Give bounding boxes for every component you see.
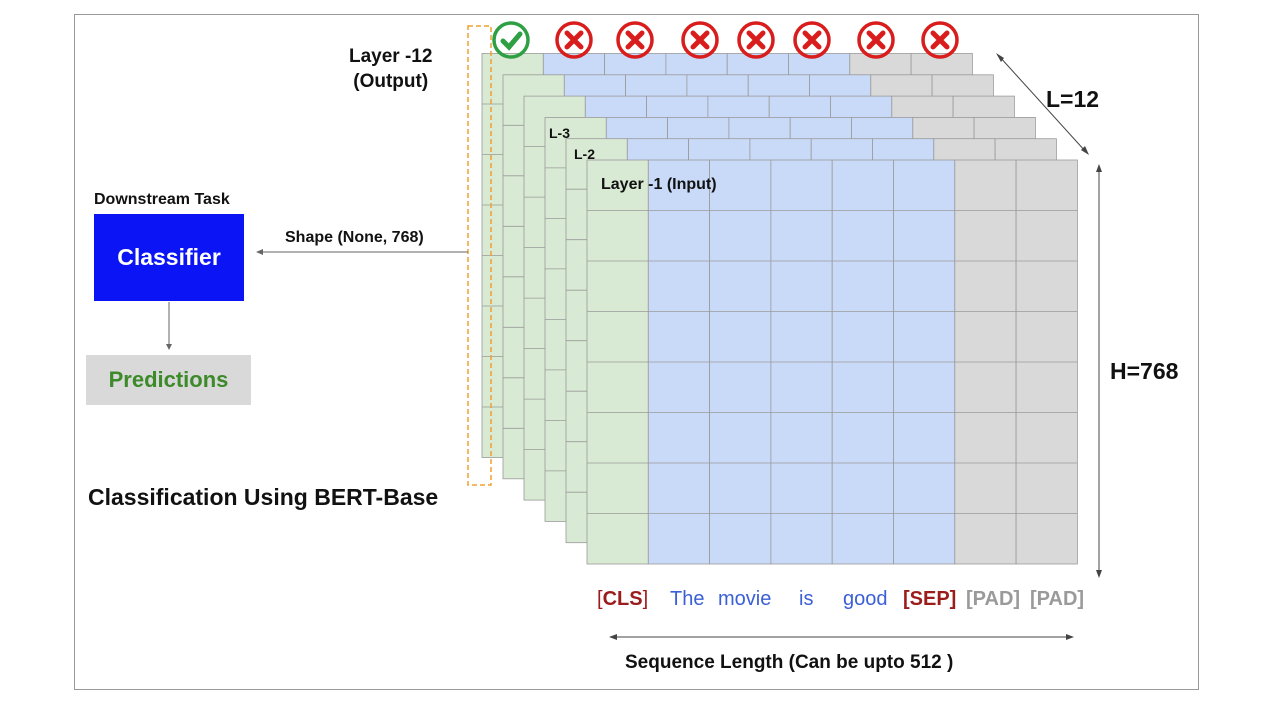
layer-input	[586, 159, 1078, 565]
token-cls-text: CLS	[602, 588, 643, 610]
token-word: movie	[718, 588, 772, 610]
classifier-arrow-head	[166, 344, 172, 350]
shape-arrow-head	[256, 249, 263, 255]
output-layer-label: Layer -12 (Output)	[349, 46, 433, 92]
predictions-box: Predictions	[86, 355, 251, 405]
sequence-length-label: Sequence Length (Can be upto 512 )	[625, 652, 954, 673]
downstream-task-label: Downstream Task	[94, 191, 230, 208]
token-word: The	[670, 588, 705, 610]
cls-highlight-box	[467, 25, 492, 486]
height-arrow-head-bottom	[1096, 570, 1102, 578]
token-cls-close-bracket: ]	[642, 588, 649, 610]
status-markers	[492, 21, 959, 59]
sequence-arrow-head-right	[1066, 634, 1074, 640]
layer-l2-label: L-2	[574, 146, 595, 162]
diagram-title: Classification Using BERT-Base	[88, 484, 439, 510]
layer-l3-label: L-3	[549, 125, 570, 141]
token-pad: [PAD]	[1030, 588, 1085, 610]
classifier-box: Classifier	[94, 214, 244, 301]
cross-icon	[737, 21, 775, 59]
depth-arrow-head-top	[996, 53, 1004, 62]
diagram-frame	[74, 14, 1199, 690]
cross-icon	[793, 21, 831, 59]
cross-icon	[681, 21, 719, 59]
depth-label: L=12	[1046, 86, 1100, 112]
token-sep: [SEP]	[903, 588, 957, 610]
token-word: is	[799, 588, 814, 610]
sequence-arrow-head-left	[609, 634, 617, 640]
height-label: H=768	[1110, 358, 1179, 384]
cross-icon	[921, 21, 959, 59]
check-icon	[492, 21, 530, 59]
token-cls: [CLS]	[597, 588, 648, 611]
cross-icon	[857, 21, 895, 59]
cross-icon	[555, 21, 593, 59]
shape-label: Shape (None, 768)	[285, 229, 424, 246]
token-cls-open-bracket: [	[597, 588, 603, 610]
layer-stack	[481, 53, 1078, 565]
input-layer-label: Layer -1 (Input)	[601, 176, 717, 193]
cross-icon	[616, 21, 654, 59]
token-word: good	[843, 588, 888, 610]
depth-arrow	[998, 55, 1087, 153]
depth-arrow-head-bottom	[1081, 146, 1089, 155]
height-arrow-head-top	[1096, 164, 1102, 172]
token-pad: [PAD]	[966, 588, 1021, 610]
